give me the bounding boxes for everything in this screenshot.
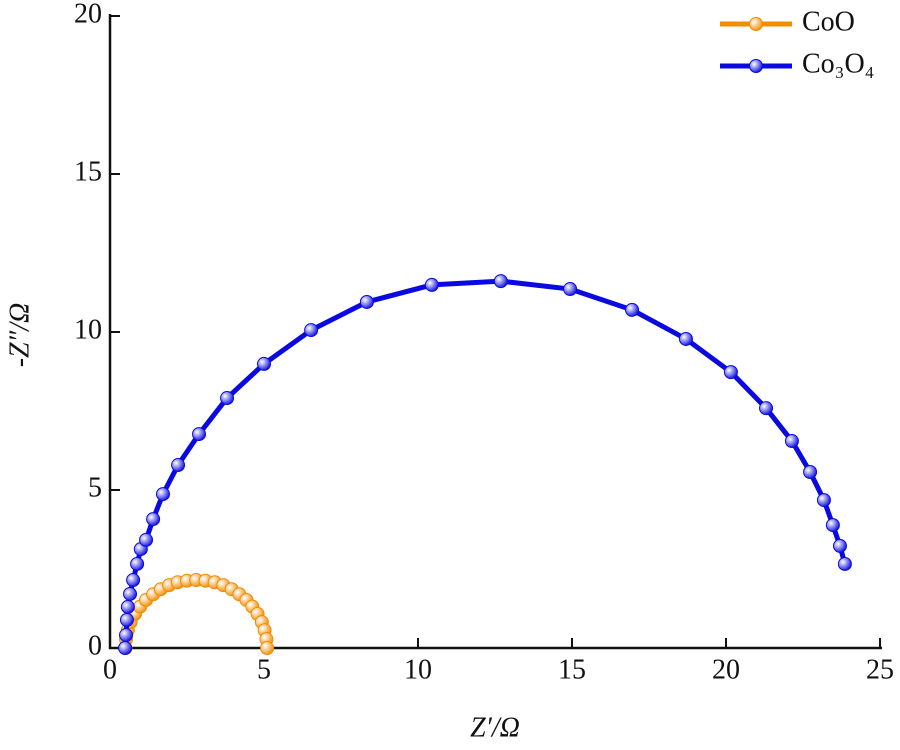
data-point [803,464,818,479]
data-point [192,427,207,442]
data-point [832,538,847,553]
data-point [563,282,578,297]
y-tick-label: 0 [88,630,102,661]
data-point [837,556,852,571]
legend-label: CoO [802,6,855,37]
legend-marker [749,59,763,73]
data-point [825,518,840,533]
data-point [171,458,186,473]
data-point [120,599,135,614]
data-point [257,356,271,371]
data-point [304,323,319,338]
data-point [260,641,275,655]
data-point [126,573,141,588]
data-point [784,434,799,449]
x-tick-label: 15 [558,654,586,685]
data-point [118,641,133,655]
data-point [139,532,154,547]
data-point [759,401,774,416]
legend-marker [749,17,763,31]
x-tick-label: 10 [404,654,432,685]
y-tick-label: 5 [88,472,102,503]
data-point [123,586,138,601]
data-point [493,274,508,289]
x-tick-label: 0 [103,654,117,685]
data-point [678,331,693,346]
x-axis-label: Z′/Ω [470,712,520,743]
data-point [130,556,145,571]
data-point [816,493,831,508]
data-point [119,612,134,627]
data-point [220,391,235,406]
data-point [146,512,161,527]
y-tick-label: 15 [74,156,102,187]
data-point [359,294,374,309]
data-point [155,487,170,502]
y-tick-label: 10 [74,314,102,345]
x-tick-label: 5 [257,654,271,685]
y-tick-label: 20 [74,0,102,29]
data-point [625,302,640,317]
y-axis-label: -Z″/Ω [4,303,35,368]
data-point [424,277,439,292]
data-point [119,628,134,643]
x-tick-label: 25 [866,654,894,685]
data-point [723,365,738,380]
series-line [122,577,270,649]
legend-label: Co₃O₄ [802,48,874,79]
x-tick-label: 20 [712,654,740,685]
